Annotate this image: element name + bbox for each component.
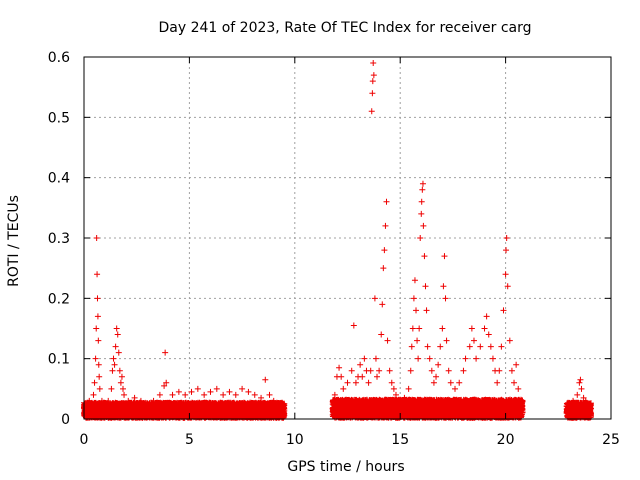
data-points bbox=[81, 60, 594, 421]
grid-lines bbox=[84, 57, 611, 419]
chart-title: Day 241 of 2023, Rate Of TEC Index for r… bbox=[158, 20, 531, 36]
